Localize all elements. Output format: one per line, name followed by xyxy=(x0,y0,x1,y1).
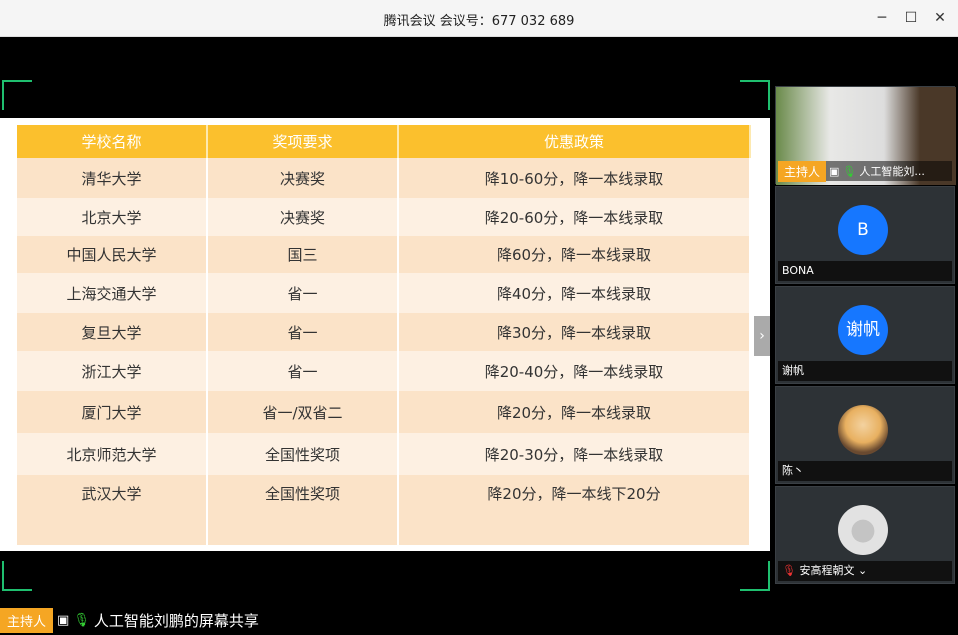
host-badge: 主持人 xyxy=(0,607,54,633)
window-title: 腾讯会议 会议号：677 032 689 xyxy=(383,14,575,29)
participant-tile[interactable]: B BONA xyxy=(775,186,955,284)
table-row: 复旦大学 省一 降30分，降一本线录取 xyxy=(17,313,751,351)
table-cell: 武汉大学 xyxy=(17,475,208,545)
table-cell: 省一 xyxy=(207,273,399,313)
share-status-bar: 主持人 ▣ 🎙 人工智能刘鹏的屏幕共享 xyxy=(0,607,259,633)
microphone-icon: 🎙 xyxy=(73,612,90,628)
scholarship-table: 学校名称 奖项要求 优惠政策 清华大学 决赛奖 降10-60分，降一本线录取 北京大学… xyxy=(17,125,751,545)
table-cell: 降60分，降一本线录取 xyxy=(398,236,751,273)
title-bar: 腾讯会议 会议号：677 032 689 ─ ☐ ✕ xyxy=(0,0,958,37)
table-cell: 北京师范大学 xyxy=(17,433,208,475)
close-button[interactable]: ✕ xyxy=(934,10,946,26)
corner-mark xyxy=(2,80,32,110)
table-cell: 降20-60分，降一本线录取 xyxy=(398,198,751,236)
avatar: B xyxy=(838,205,888,255)
table-cell: 省一 xyxy=(207,351,399,391)
table-cell: 上海交通大学 xyxy=(17,273,208,313)
column-header: 学校名称 xyxy=(17,125,208,158)
table-cell: 清华大学 xyxy=(17,158,208,198)
table-cell: 中国人民大学 xyxy=(17,236,208,273)
screen-share-icon: ▣ xyxy=(57,612,70,628)
table-cell: 降30分，降一本线录取 xyxy=(398,313,751,351)
table-row: 中国人民大学 国三 降60分，降一本线录取 xyxy=(17,236,751,273)
table-cell: 复旦大学 xyxy=(17,313,208,351)
avatar: 谢帆 xyxy=(838,305,888,355)
participant-name: BONA xyxy=(778,261,952,281)
table-cell: 降20分，降一本线录取 xyxy=(398,391,751,433)
microphone-icon: 🎙 xyxy=(842,164,857,178)
participant-name-bar: 🎙 安高程朝文 ⌄ xyxy=(778,561,952,581)
corner-mark xyxy=(740,80,770,110)
screen-share-icon: ▣ xyxy=(829,164,840,178)
participant-name: 安高程朝文 xyxy=(799,564,855,577)
maximize-button[interactable]: ☐ xyxy=(904,10,918,26)
table-cell: 降10-60分，降一本线录取 xyxy=(398,158,751,198)
chevron-down-icon[interactable]: ⌄ xyxy=(857,564,868,577)
table-cell: 降40分，降一本线录取 xyxy=(398,273,751,313)
participant-tile-host[interactable]: 主持人 ▣ 🎙 人工智能刘... xyxy=(775,86,956,185)
participant-list: 主持人 ▣ 🎙 人工智能刘... B BONA 谢帆 谢帆 陈丶 ● 🎙 安高程… xyxy=(775,86,956,586)
participant-tile[interactable]: 谢帆 谢帆 xyxy=(775,286,955,384)
table-row: 北京师范大学 全国性奖项 降20-30分，降一本线录取 xyxy=(17,433,751,475)
minimize-button[interactable]: ─ xyxy=(877,10,887,26)
default-avatar-icon: ● xyxy=(838,505,888,555)
table-cell: 国三 xyxy=(207,236,399,273)
slide: 学校名称 奖项要求 优惠政策 清华大学 决赛奖 降10-60分，降一本线录取 北京大学… xyxy=(0,118,770,551)
corner-mark xyxy=(2,561,32,591)
participant-name: 陈丶 xyxy=(778,461,952,481)
table-row: 上海交通大学 省一 降40分，降一本线录取 xyxy=(17,273,751,313)
participant-tile[interactable]: ● 🎙 安高程朝文 ⌄ xyxy=(775,486,955,584)
share-label: 人工智能刘鹏的屏幕共享 xyxy=(93,611,259,630)
table-row: 浙江大学 省一 降20-40分，降一本线录取 xyxy=(17,351,751,391)
table-cell: 北京大学 xyxy=(17,198,208,236)
table-cell: 浙江大学 xyxy=(17,351,208,391)
muted-microphone-icon: 🎙 xyxy=(782,564,796,577)
table-cell: 决赛奖 xyxy=(207,198,399,236)
participant-tile[interactable]: 陈丶 xyxy=(775,386,955,484)
participant-name: 人工智能刘... xyxy=(859,165,925,178)
table-row: 北京大学 决赛奖 降20-60分，降一本线录取 xyxy=(17,198,751,236)
table-row: 厦门大学 省一/双省二 降20分，降一本线录取 xyxy=(17,391,751,433)
avatar xyxy=(838,405,888,455)
host-badge: 主持人 xyxy=(778,160,827,182)
table-row: 武汉大学 全国性奖项 降20分，降一本线下20分 xyxy=(17,475,751,545)
table-cell: 降20-40分，降一本线录取 xyxy=(398,351,751,391)
table-cell: 降20-30分，降一本线录取 xyxy=(398,433,751,475)
table-cell: 降20分，降一本线下20分 xyxy=(398,475,751,545)
table-cell: 决赛奖 xyxy=(207,158,399,198)
table-cell: 全国性奖项 xyxy=(207,433,399,475)
table-cell: 省一/双省二 xyxy=(207,391,399,433)
column-header: 奖项要求 xyxy=(207,125,399,158)
table-row: 清华大学 决赛奖 降10-60分，降一本线录取 xyxy=(17,158,751,198)
table-cell: 全国性奖项 xyxy=(207,475,399,545)
corner-mark xyxy=(740,561,770,591)
next-page-arrow[interactable]: › xyxy=(754,316,770,356)
table-cell: 省一 xyxy=(207,313,399,351)
participant-name: 谢帆 xyxy=(778,361,952,381)
column-header: 优惠政策 xyxy=(398,125,751,158)
table-cell: 厦门大学 xyxy=(17,391,208,433)
